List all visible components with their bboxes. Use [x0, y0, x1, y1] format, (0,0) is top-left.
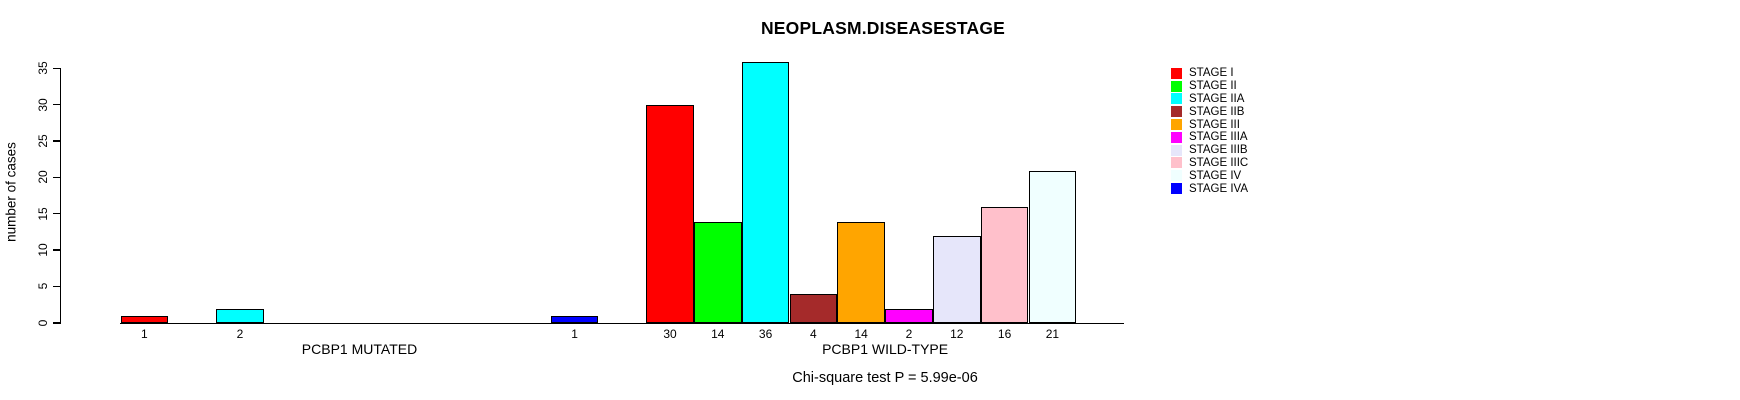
legend-swatch [1171, 67, 1182, 79]
legend: STAGE I STAGE II STAGE IIA STAGE IIB STAGE I… [1171, 67, 1248, 195]
legend-item: STAGE IVA [1171, 182, 1248, 195]
legend-item: STAGE IV [1171, 169, 1248, 182]
y-tick-label: 20 [36, 170, 50, 185]
legend-item: STAGE IIB [1171, 105, 1248, 118]
bar-value-label: 21 [1045, 327, 1060, 341]
legend-label: STAGE IIA [1189, 92, 1245, 105]
bar-value-label: 12 [950, 327, 964, 341]
legend-swatch [1171, 119, 1182, 131]
legend-item: STAGE I [1171, 67, 1248, 80]
legend-swatch [1171, 170, 1182, 182]
bar-stage-iva-mutated [550, 316, 599, 324]
bar-stage-iia-wild-type [741, 61, 790, 324]
legend-label: STAGE IV [1189, 169, 1242, 182]
chart-title: NEOPLASM.DISEASESTAGE [760, 18, 1006, 38]
legend-swatch [1171, 93, 1182, 105]
chi-square-note: Chi-square test P = 5.99e-06 [792, 370, 978, 386]
legend-item: STAGE IIA [1171, 93, 1248, 106]
y-tick [53, 322, 60, 324]
bar-stage-iib-wild-type [789, 294, 838, 324]
y-tick-label: 5 [36, 283, 50, 290]
y-tick [53, 176, 60, 179]
bar-value-label: 2 [236, 327, 244, 341]
legend-label: STAGE IIIA [1189, 131, 1248, 144]
y-tick [53, 249, 60, 251]
y-tick-label: 25 [36, 134, 50, 148]
legend-swatch [1171, 106, 1182, 118]
y-tick-label: 0 [36, 319, 50, 327]
bar-stage-iiic-wild-type [980, 207, 1029, 324]
y-tick-label: 10 [36, 243, 50, 257]
legend-swatch [1171, 157, 1182, 169]
legend-label: STAGE IIIB [1189, 144, 1248, 157]
y-axis-line [59, 68, 61, 324]
legend-item: STAGE III [1171, 118, 1248, 131]
bar-value-label: 1 [141, 327, 148, 341]
bar-stage-ii-wild-type [693, 221, 742, 324]
y-tick [53, 285, 60, 288]
bar-value-label: 1 [571, 327, 578, 341]
bar-value-label: 30 [663, 327, 677, 341]
y-tick-label: 15 [36, 207, 50, 221]
bar-value-label: 36 [758, 327, 773, 341]
bar-stage-iia-mutated [216, 308, 264, 324]
bar-value-label: 4 [810, 327, 817, 341]
y-tick [53, 103, 60, 106]
legend-swatch [1171, 144, 1182, 156]
bar-stage-iiib-wild-type [932, 236, 981, 324]
legend-label: STAGE IIB [1189, 105, 1245, 118]
bar-stage-iv-wild-type [1028, 170, 1077, 324]
legend-swatch [1171, 183, 1182, 195]
bar-value-label: 14 [854, 327, 868, 341]
legend-label: STAGE I [1189, 67, 1234, 80]
bar-value-label: 14 [711, 327, 725, 341]
group-label-mutated: PCBP1 MUTATED [301, 341, 418, 357]
y-tick [53, 212, 60, 215]
legend-label: STAGE III [1189, 118, 1240, 131]
legend-item: STAGE IIIA [1171, 131, 1248, 144]
bar-stage-iiia-wild-type [885, 308, 933, 324]
legend-swatch [1171, 80, 1182, 92]
legend-item: STAGE IIIC [1171, 157, 1248, 170]
bar-value-label: 16 [997, 327, 1012, 341]
group-label-wild-type: PCBP1 WILD-TYPE [822, 341, 949, 357]
legend-label: STAGE IIIC [1189, 156, 1249, 169]
bar-value-label: 2 [905, 327, 913, 341]
bar-stage-i-wild-type [646, 105, 694, 324]
legend-label: STAGE II [1189, 80, 1237, 93]
bar-stage-iii-wild-type [837, 221, 886, 324]
legend-label: STAGE IVA [1189, 182, 1249, 195]
legend-swatch [1171, 131, 1182, 143]
legend-item: STAGE II [1171, 80, 1248, 93]
legend-item: STAGE IIIB [1171, 144, 1248, 157]
y-tick [53, 67, 60, 70]
x-axis-line [120, 322, 1124, 324]
y-tick-label: 35 [36, 61, 50, 75]
y-tick-label: 30 [36, 97, 50, 112]
y-tick [53, 140, 60, 142]
y-axis-label: number of cases [3, 142, 19, 242]
bar-stage-i-mutated [120, 316, 169, 324]
